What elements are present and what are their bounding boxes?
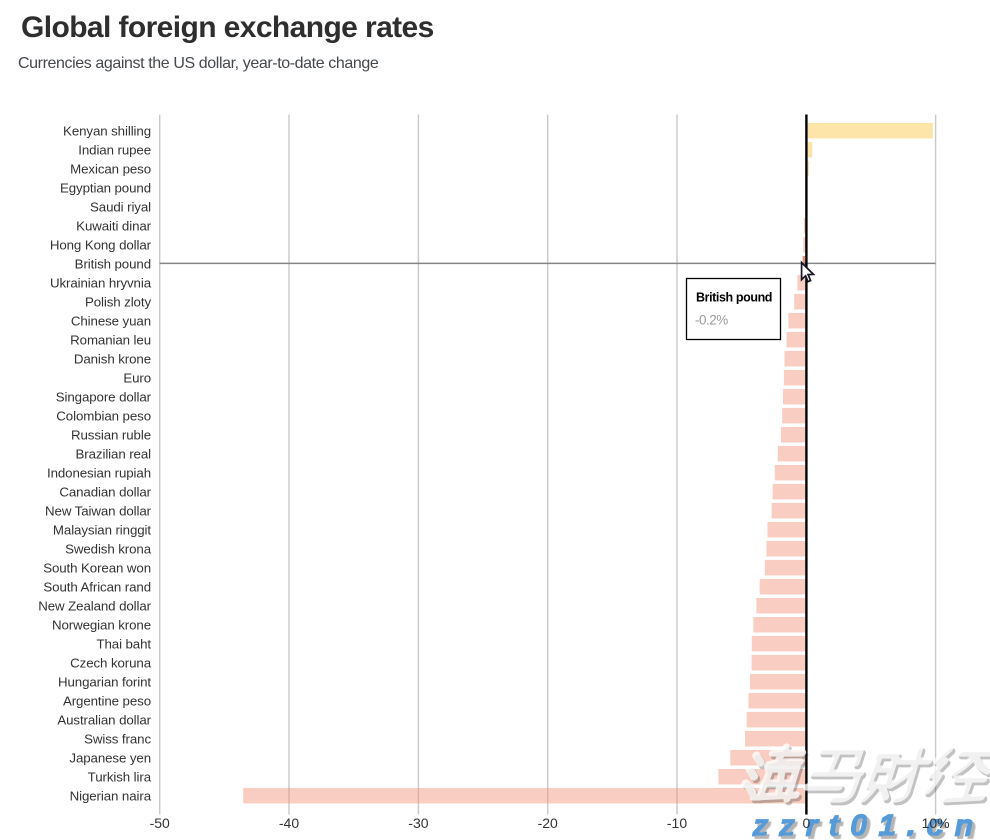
svg-text:British pound: British pound [75, 257, 151, 272]
svg-text:Polish zloty: Polish zloty [85, 295, 152, 310]
svg-text:-20: -20 [538, 815, 558, 831]
svg-text:South Korean won: South Korean won [43, 561, 151, 576]
svg-text:-0.2%: -0.2% [695, 313, 728, 328]
svg-text:Swiss franc: Swiss franc [84, 732, 151, 747]
svg-text:Argentine peso: Argentine peso [63, 694, 151, 709]
svg-text:British pound: British pound [696, 291, 772, 305]
svg-text:Indian rupee: Indian rupee [78, 143, 151, 158]
svg-text:Kuwaiti dinar: Kuwaiti dinar [76, 219, 151, 234]
svg-text:Czech koruna: Czech koruna [70, 656, 152, 671]
svg-text:New Zealand dollar: New Zealand dollar [38, 599, 151, 614]
svg-text:Indonesian rupiah: Indonesian rupiah [47, 466, 151, 481]
svg-text:Nigerian naira: Nigerian naira [70, 789, 152, 804]
svg-text:Russian ruble: Russian ruble [71, 428, 151, 443]
svg-text:Canadian dollar: Canadian dollar [59, 485, 151, 500]
svg-text:Danish krone: Danish krone [74, 352, 151, 367]
svg-text:Chinese yuan: Chinese yuan [71, 314, 151, 329]
svg-text:Colombian peso: Colombian peso [56, 409, 151, 424]
svg-text:zzrt01.cn: zzrt01.cn [752, 810, 985, 840]
svg-text:Singapore dollar: Singapore dollar [56, 390, 152, 405]
svg-text:Japanese yen: Japanese yen [69, 751, 151, 766]
svg-text:Thai baht: Thai baht [96, 637, 151, 652]
svg-text:Malaysian ringgit: Malaysian ringgit [53, 523, 151, 538]
svg-text:Kenyan shilling: Kenyan shilling [63, 124, 151, 139]
svg-text:-50: -50 [150, 815, 170, 831]
svg-text:10%: 10% [922, 815, 950, 831]
svg-text:Norwegian krone: Norwegian krone [52, 618, 151, 633]
svg-text:Hungarian forint: Hungarian forint [58, 675, 151, 690]
svg-text:-40: -40 [279, 815, 299, 831]
svg-text:Turkish lira: Turkish lira [88, 770, 152, 785]
svg-text:-30: -30 [408, 815, 428, 831]
svg-text:Saudi riyal: Saudi riyal [90, 200, 151, 215]
svg-text:Ukrainian hryvnia: Ukrainian hryvnia [50, 276, 152, 291]
svg-text:Mexican peso: Mexican peso [70, 162, 151, 177]
svg-text:Romanian leu: Romanian leu [70, 333, 151, 348]
svg-text:New Taiwan dollar: New Taiwan dollar [45, 504, 152, 519]
svg-text:Australian dollar: Australian dollar [57, 713, 151, 728]
svg-text:Egyptian pound: Egyptian pound [60, 181, 151, 196]
svg-text:South African rand: South African rand [43, 580, 151, 595]
svg-text:-10: -10 [667, 815, 687, 831]
svg-text:Hong Kong dollar: Hong Kong dollar [50, 238, 152, 253]
svg-text:Swedish krona: Swedish krona [65, 542, 152, 557]
svg-text:0: 0 [803, 815, 811, 831]
svg-text:Euro: Euro [123, 371, 151, 386]
svg-text:Brazilian real: Brazilian real [76, 447, 152, 462]
